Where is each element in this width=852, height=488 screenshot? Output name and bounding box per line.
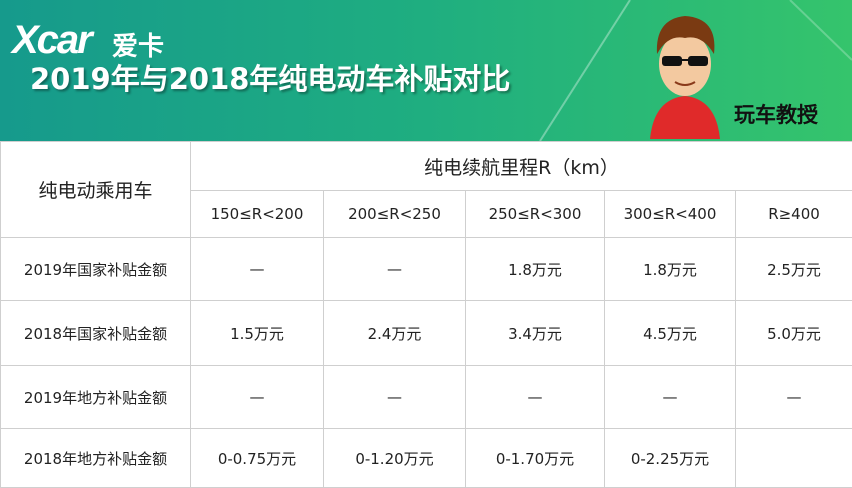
cell: —	[324, 238, 466, 301]
author: 玩车教授	[734, 99, 818, 129]
cell: 1.5万元	[191, 301, 324, 366]
cell	[736, 429, 852, 488]
cell: —	[466, 366, 605, 429]
column-header: R≥400	[736, 191, 852, 238]
cell: 2.4万元	[324, 301, 466, 366]
cell: 2.5万元	[736, 238, 852, 301]
avatar	[640, 4, 730, 139]
column-header: 150≤R<200	[191, 191, 324, 238]
cell: —	[605, 366, 736, 429]
column-header: 200≤R<250	[324, 191, 466, 238]
cell: 0-0.75万元	[191, 429, 324, 488]
cell: 0-1.20万元	[324, 429, 466, 488]
column-header: 250≤R<300	[466, 191, 605, 238]
cell: 3.4万元	[466, 301, 605, 366]
cell: —	[191, 366, 324, 429]
cell: 5.0万元	[736, 301, 852, 366]
cell: 1.8万元	[466, 238, 605, 301]
row-label: 2018年地方补贴金额	[1, 429, 191, 488]
cell: —	[324, 366, 466, 429]
cell: —	[191, 238, 324, 301]
title: 2019年与2018年纯电动车补贴对比	[30, 56, 510, 98]
banner: Xcar 爱卡 2019年与2018年纯电动车补贴对比 玩车教授	[0, 0, 852, 141]
row-label: 2019年国家补贴金额	[1, 238, 191, 301]
row-label: 2018年国家补贴金额	[1, 301, 191, 366]
cell: 1.8万元	[605, 238, 736, 301]
column-header: 300≤R<400	[605, 191, 736, 238]
cell: 0-1.70万元	[466, 429, 605, 488]
cell: —	[736, 366, 852, 429]
row-label: 2019年地方补贴金额	[1, 366, 191, 429]
cell: 4.5万元	[605, 301, 736, 366]
cell: 0-2.25万元	[605, 429, 736, 488]
corner-cell: 纯电动乘用车	[1, 142, 191, 238]
data-row: 2019年地方补贴金额—————	[1, 366, 852, 429]
group-header: 纯电续航里程R（km）	[191, 142, 852, 191]
